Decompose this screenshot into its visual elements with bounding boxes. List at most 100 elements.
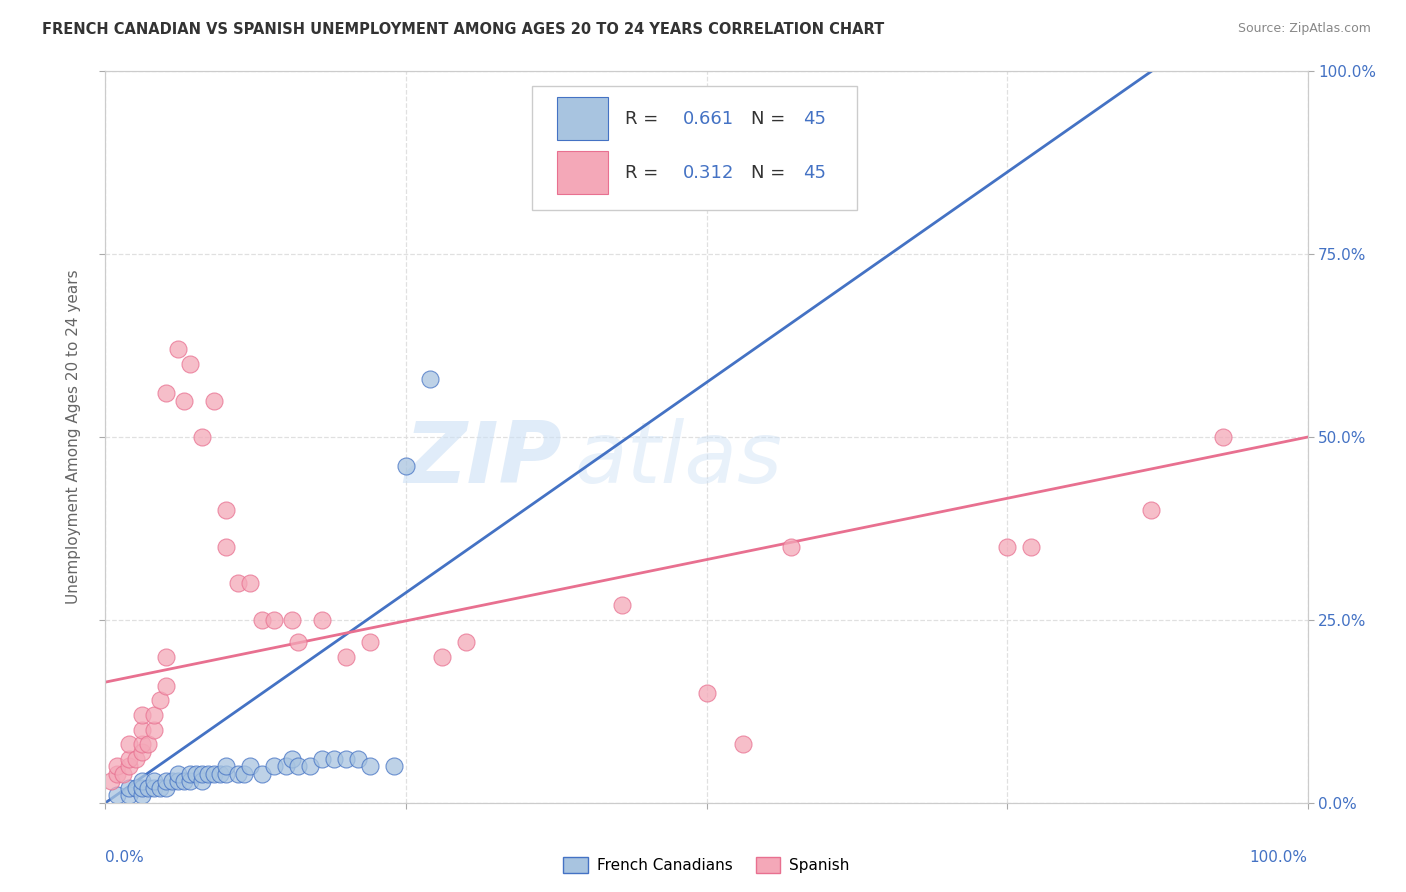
Text: 0.312: 0.312	[682, 163, 734, 181]
Point	[696, 686, 718, 700]
Point	[124, 781, 146, 796]
Point	[232, 766, 254, 780]
Point	[131, 745, 153, 759]
Point	[155, 781, 177, 796]
Point	[214, 503, 236, 517]
Point	[155, 679, 177, 693]
Point	[107, 789, 129, 803]
Point	[166, 766, 188, 780]
Point	[131, 773, 153, 788]
Point	[112, 766, 135, 780]
Point	[311, 752, 333, 766]
Point	[173, 393, 195, 408]
Point	[160, 773, 183, 788]
Text: atlas: atlas	[574, 417, 782, 500]
Text: N =: N =	[751, 110, 792, 128]
Point	[179, 766, 201, 780]
Point	[335, 752, 357, 766]
Point	[250, 766, 273, 780]
Point	[731, 737, 754, 751]
Text: ZIP: ZIP	[405, 417, 562, 500]
Point	[359, 635, 381, 649]
Point	[118, 759, 141, 773]
Point	[1019, 540, 1042, 554]
Text: 45: 45	[803, 110, 825, 128]
Point	[226, 576, 249, 591]
Point	[335, 649, 357, 664]
Text: R =: R =	[624, 163, 664, 181]
Point	[131, 723, 153, 737]
Point	[202, 766, 225, 780]
Point	[118, 752, 141, 766]
Point	[1212, 430, 1234, 444]
Point	[118, 781, 141, 796]
Point	[142, 781, 165, 796]
Text: 0.0%: 0.0%	[105, 850, 145, 865]
Point	[107, 759, 129, 773]
Point	[173, 773, 195, 788]
Point	[100, 773, 122, 788]
Point	[454, 635, 477, 649]
Text: FRENCH CANADIAN VS SPANISH UNEMPLOYMENT AMONG AGES 20 TO 24 YEARS CORRELATION CH: FRENCH CANADIAN VS SPANISH UNEMPLOYMENT …	[42, 22, 884, 37]
Point	[1140, 503, 1163, 517]
Point	[281, 613, 304, 627]
Point	[226, 766, 249, 780]
Point	[287, 635, 309, 649]
Point	[131, 708, 153, 723]
Point	[382, 759, 405, 773]
Point	[430, 649, 453, 664]
Point	[142, 773, 165, 788]
Legend: French Canadians, Spanish: French Canadians, Spanish	[557, 851, 856, 880]
Point	[311, 613, 333, 627]
FancyBboxPatch shape	[557, 97, 607, 140]
Point	[190, 773, 212, 788]
Point	[131, 781, 153, 796]
Point	[131, 737, 153, 751]
Point	[136, 737, 159, 751]
Point	[347, 752, 370, 766]
Point	[779, 540, 801, 554]
Text: N =: N =	[751, 163, 792, 181]
Point	[263, 759, 285, 773]
Point	[239, 576, 262, 591]
Point	[131, 789, 153, 803]
Point	[612, 599, 634, 613]
Point	[263, 613, 285, 627]
Point	[202, 393, 225, 408]
Point	[142, 708, 165, 723]
Text: Source: ZipAtlas.com: Source: ZipAtlas.com	[1237, 22, 1371, 36]
Point	[197, 766, 219, 780]
Point	[142, 723, 165, 737]
Point	[190, 766, 212, 780]
Point	[623, 101, 645, 115]
Point	[419, 371, 441, 385]
Point	[190, 430, 212, 444]
Point	[214, 759, 236, 773]
Point	[179, 357, 201, 371]
FancyBboxPatch shape	[557, 151, 607, 194]
Point	[118, 737, 141, 751]
Point	[995, 540, 1018, 554]
Point	[208, 766, 231, 780]
Text: R =: R =	[624, 110, 664, 128]
Point	[118, 789, 141, 803]
Point	[287, 759, 309, 773]
Point	[184, 766, 207, 780]
Point	[107, 766, 129, 780]
Text: 0.661: 0.661	[682, 110, 734, 128]
Point	[166, 773, 188, 788]
Point	[214, 766, 236, 780]
Point	[359, 759, 381, 773]
Point	[155, 386, 177, 401]
Point	[155, 649, 177, 664]
Point	[136, 781, 159, 796]
Y-axis label: Unemployment Among Ages 20 to 24 years: Unemployment Among Ages 20 to 24 years	[66, 269, 82, 605]
Point	[395, 459, 418, 474]
Point	[166, 343, 188, 357]
Point	[281, 752, 304, 766]
Text: 100.0%: 100.0%	[1250, 850, 1308, 865]
Point	[298, 759, 321, 773]
FancyBboxPatch shape	[533, 86, 856, 211]
Text: 45: 45	[803, 163, 825, 181]
Point	[148, 781, 170, 796]
